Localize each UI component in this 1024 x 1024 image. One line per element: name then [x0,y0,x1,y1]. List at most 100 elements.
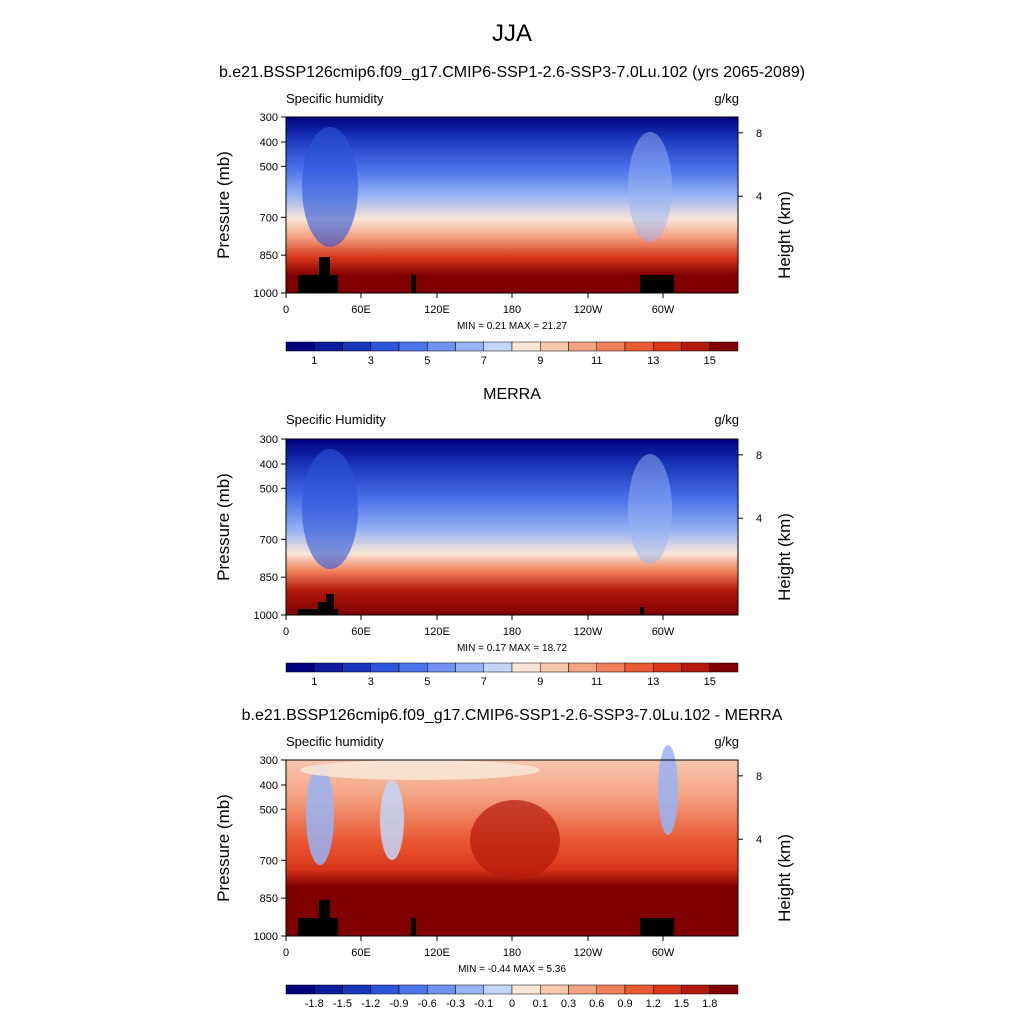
panel-3-colorbar-label: 1.5 [674,998,689,1010]
panel-2-xtick-label: 60W [652,626,675,638]
panel-2-xtick-label: 120E [424,626,450,638]
panel-2-colorbar-label: 9 [537,676,543,688]
panel-1-ytick-label: 300 [260,112,278,124]
panel-2-moist-column [628,454,672,564]
panel-3-colorbar-bin [624,984,654,995]
panel-2-xtick-label: 0 [283,626,289,638]
panel-1-left-title: Specific humidity [286,91,384,106]
panel-2-colorbar-label: 5 [424,676,430,688]
panel-3-xtick-label: 180 [503,947,521,959]
panel-1-terrain [640,275,674,293]
panel-1-colorbar-bin [398,341,428,352]
panel-2-colorbar-bin [624,662,654,673]
panel-3-xtick-label: 60E [351,947,371,959]
panel-1-colorbar-bin [568,341,597,352]
panel-1-colorbar-bin [681,341,710,352]
panel-3-colorbar-label: -1.8 [305,998,324,1010]
panel-1-colorbar-bin [370,341,400,352]
panel-3-feature [470,800,560,880]
panel-3-minmax: MIN = -0.44 MAX = 5.36 [458,964,566,975]
panel-3-terrain [319,900,330,936]
panel-2-colorbar-bin [455,662,484,673]
panel-3-colorbar-bin [568,984,597,995]
panel-2-units: g/kg [714,412,739,427]
panel-3-terrain [640,918,674,936]
panel-2-ytick-label: 1000 [254,610,278,622]
panel-3-colorbar-label: -0.3 [446,998,465,1010]
panel-3-colorbar-bin [540,984,569,995]
panel-1-y2tick-label: 8 [756,128,762,140]
panel-3-ytick-label: 1000 [254,931,278,943]
panel-2-colorbar-bin [709,662,739,673]
panel-1-xtick-label: 120E [424,304,450,316]
panel-2-ytick-label: 700 [260,534,278,546]
panel-3-colorbar-bin [483,984,513,995]
panel-1-colorbar-label: 11 [591,355,602,367]
panel-2-y2tick-label: 4 [756,513,762,525]
panel-3-ytick-label: 400 [260,780,278,792]
panel-2-colorbar-bin [483,662,513,673]
panel-3-colorbar-bin [314,984,343,995]
panel-2-colorbar-bin [511,662,541,673]
panel-3-colorbar-bin [596,984,626,995]
panel-1-xtick-label: 180 [503,304,521,316]
panel-1-colorbar-bin [314,341,343,352]
panel-2-dry-region [302,449,358,569]
panel-1-terrain [298,275,338,293]
panel-2-ytick-label: 400 [260,459,278,471]
panel-2-colorbar-label: 7 [481,676,487,688]
panel-2-ytick-label: 500 [260,483,278,495]
panel-3-colorbar-label: 0.3 [561,998,576,1010]
panel-2-ytick-label: 850 [260,572,278,584]
panel-3-xtick-label: 120W [574,947,603,959]
panel-3-xtick-label: 0 [283,947,289,959]
panel-3-colorbar-bin [370,984,400,995]
panel-1-colorbar-label: 9 [537,355,543,367]
panel-1-colorbar-bin [709,341,739,352]
panel-1-minmax: MIN = 0.21 MAX = 21.27 [457,321,567,332]
panel-3-colorbar-label: -0.6 [418,998,437,1010]
panel-1-colorbar-label: 3 [368,355,374,367]
panel-3-colorbar-label: 0.1 [533,998,548,1010]
panel-1-ytick-label: 1000 [254,288,278,300]
panel-1-colorbar-bin [511,341,541,352]
panel-3-feature [380,780,404,860]
panel-3-colorbar-label: -0.9 [390,998,409,1010]
panel-1-y2tick-label: 4 [756,191,762,203]
panel-1-colorbar-bin [624,341,654,352]
panel-1-colorbar-label: 15 [704,355,716,367]
panel-3-colorbar-bin [427,984,456,995]
panel-3-colorbar-bin [681,984,710,995]
panel-2-colorbar-bin [314,662,343,673]
panel-3-colorbar-label: -1.2 [361,998,380,1010]
panel-1-colorbar-label: 7 [481,355,487,367]
panel-2-xtick-label: 60E [351,626,371,638]
panel-3-colorbar-label: -1.5 [333,998,352,1010]
panel-3-ytick-label: 700 [260,855,278,867]
panel-2-colorbar-bin [427,662,456,673]
panel-2-minmax: MIN = 0.17 MAX = 18.72 [457,643,567,654]
panel-3-colorbar-bin [398,984,428,995]
panel-3-ytick-label: 300 [260,755,278,767]
panel-1-colorbar-bin [540,341,569,352]
panel-3-colorbar-bin [455,984,484,995]
panel-3-terrain [411,918,416,936]
panel-2-terrain [640,607,644,615]
panel-2-colorbar-bin [540,662,569,673]
panel-3-colorbar-bin [342,984,371,995]
panel-1-colorbar-bin [342,341,371,352]
panel-3-colorbar-bin [511,984,541,995]
panel-1-units: g/kg [714,91,739,106]
panel-2-xtick-label: 180 [503,626,521,638]
panel-1-xtick-label: 60W [652,304,675,316]
panel-2-ytick-label: 300 [260,434,278,446]
panel-3-colorbar-bin [285,984,315,995]
panel-3-colorbar-label: 0.9 [617,998,632,1010]
panel-2-y2label: Height (km) [775,513,794,601]
panel-1-title: b.e21.BSSP126cmip6.f09_g17.CMIP6-SSP1-2.… [218,64,806,81]
panel-2-title: MERRA [483,386,541,403]
panel-1-colorbar-bin [455,341,484,352]
panel-2-colorbar-label: 3 [368,676,374,688]
panel-2-colorbar-bin [596,662,626,673]
